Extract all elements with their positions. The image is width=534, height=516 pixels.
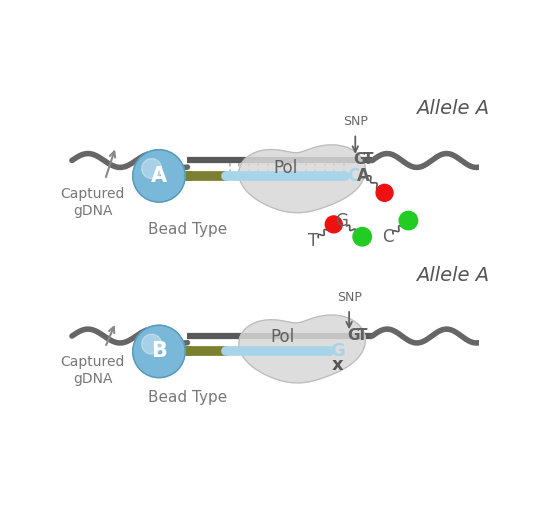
Circle shape: [325, 216, 342, 233]
Text: Bead Type: Bead Type: [148, 222, 227, 237]
Text: Bead Type: Bead Type: [148, 390, 227, 405]
Circle shape: [376, 184, 393, 201]
Text: Allele A: Allele A: [417, 266, 490, 285]
Text: G: G: [347, 328, 359, 343]
Text: A: A: [151, 166, 167, 186]
Text: C: C: [347, 167, 359, 185]
Text: T: T: [357, 328, 367, 343]
Text: Allele A: Allele A: [417, 99, 490, 118]
Circle shape: [133, 325, 185, 378]
Text: T: T: [363, 152, 373, 167]
Text: Captured
gDNA: Captured gDNA: [60, 187, 125, 218]
Text: Pol: Pol: [273, 159, 297, 177]
Text: G: G: [335, 212, 348, 230]
Text: x: x: [332, 357, 343, 374]
Circle shape: [353, 228, 372, 246]
Text: C: C: [382, 229, 394, 247]
Circle shape: [399, 211, 418, 230]
Text: T: T: [308, 232, 318, 250]
Circle shape: [133, 150, 185, 202]
Circle shape: [142, 158, 162, 179]
Text: G: G: [353, 152, 365, 167]
Text: Captured
gDNA: Captured gDNA: [60, 355, 125, 386]
Polygon shape: [239, 315, 365, 383]
Text: SNP: SNP: [343, 115, 368, 128]
Circle shape: [142, 334, 162, 354]
Text: SNP: SNP: [337, 291, 362, 304]
Polygon shape: [239, 145, 365, 213]
Text: G: G: [330, 343, 345, 361]
Text: B: B: [151, 342, 167, 361]
Text: Pol: Pol: [270, 328, 294, 346]
Text: A: A: [357, 167, 370, 185]
